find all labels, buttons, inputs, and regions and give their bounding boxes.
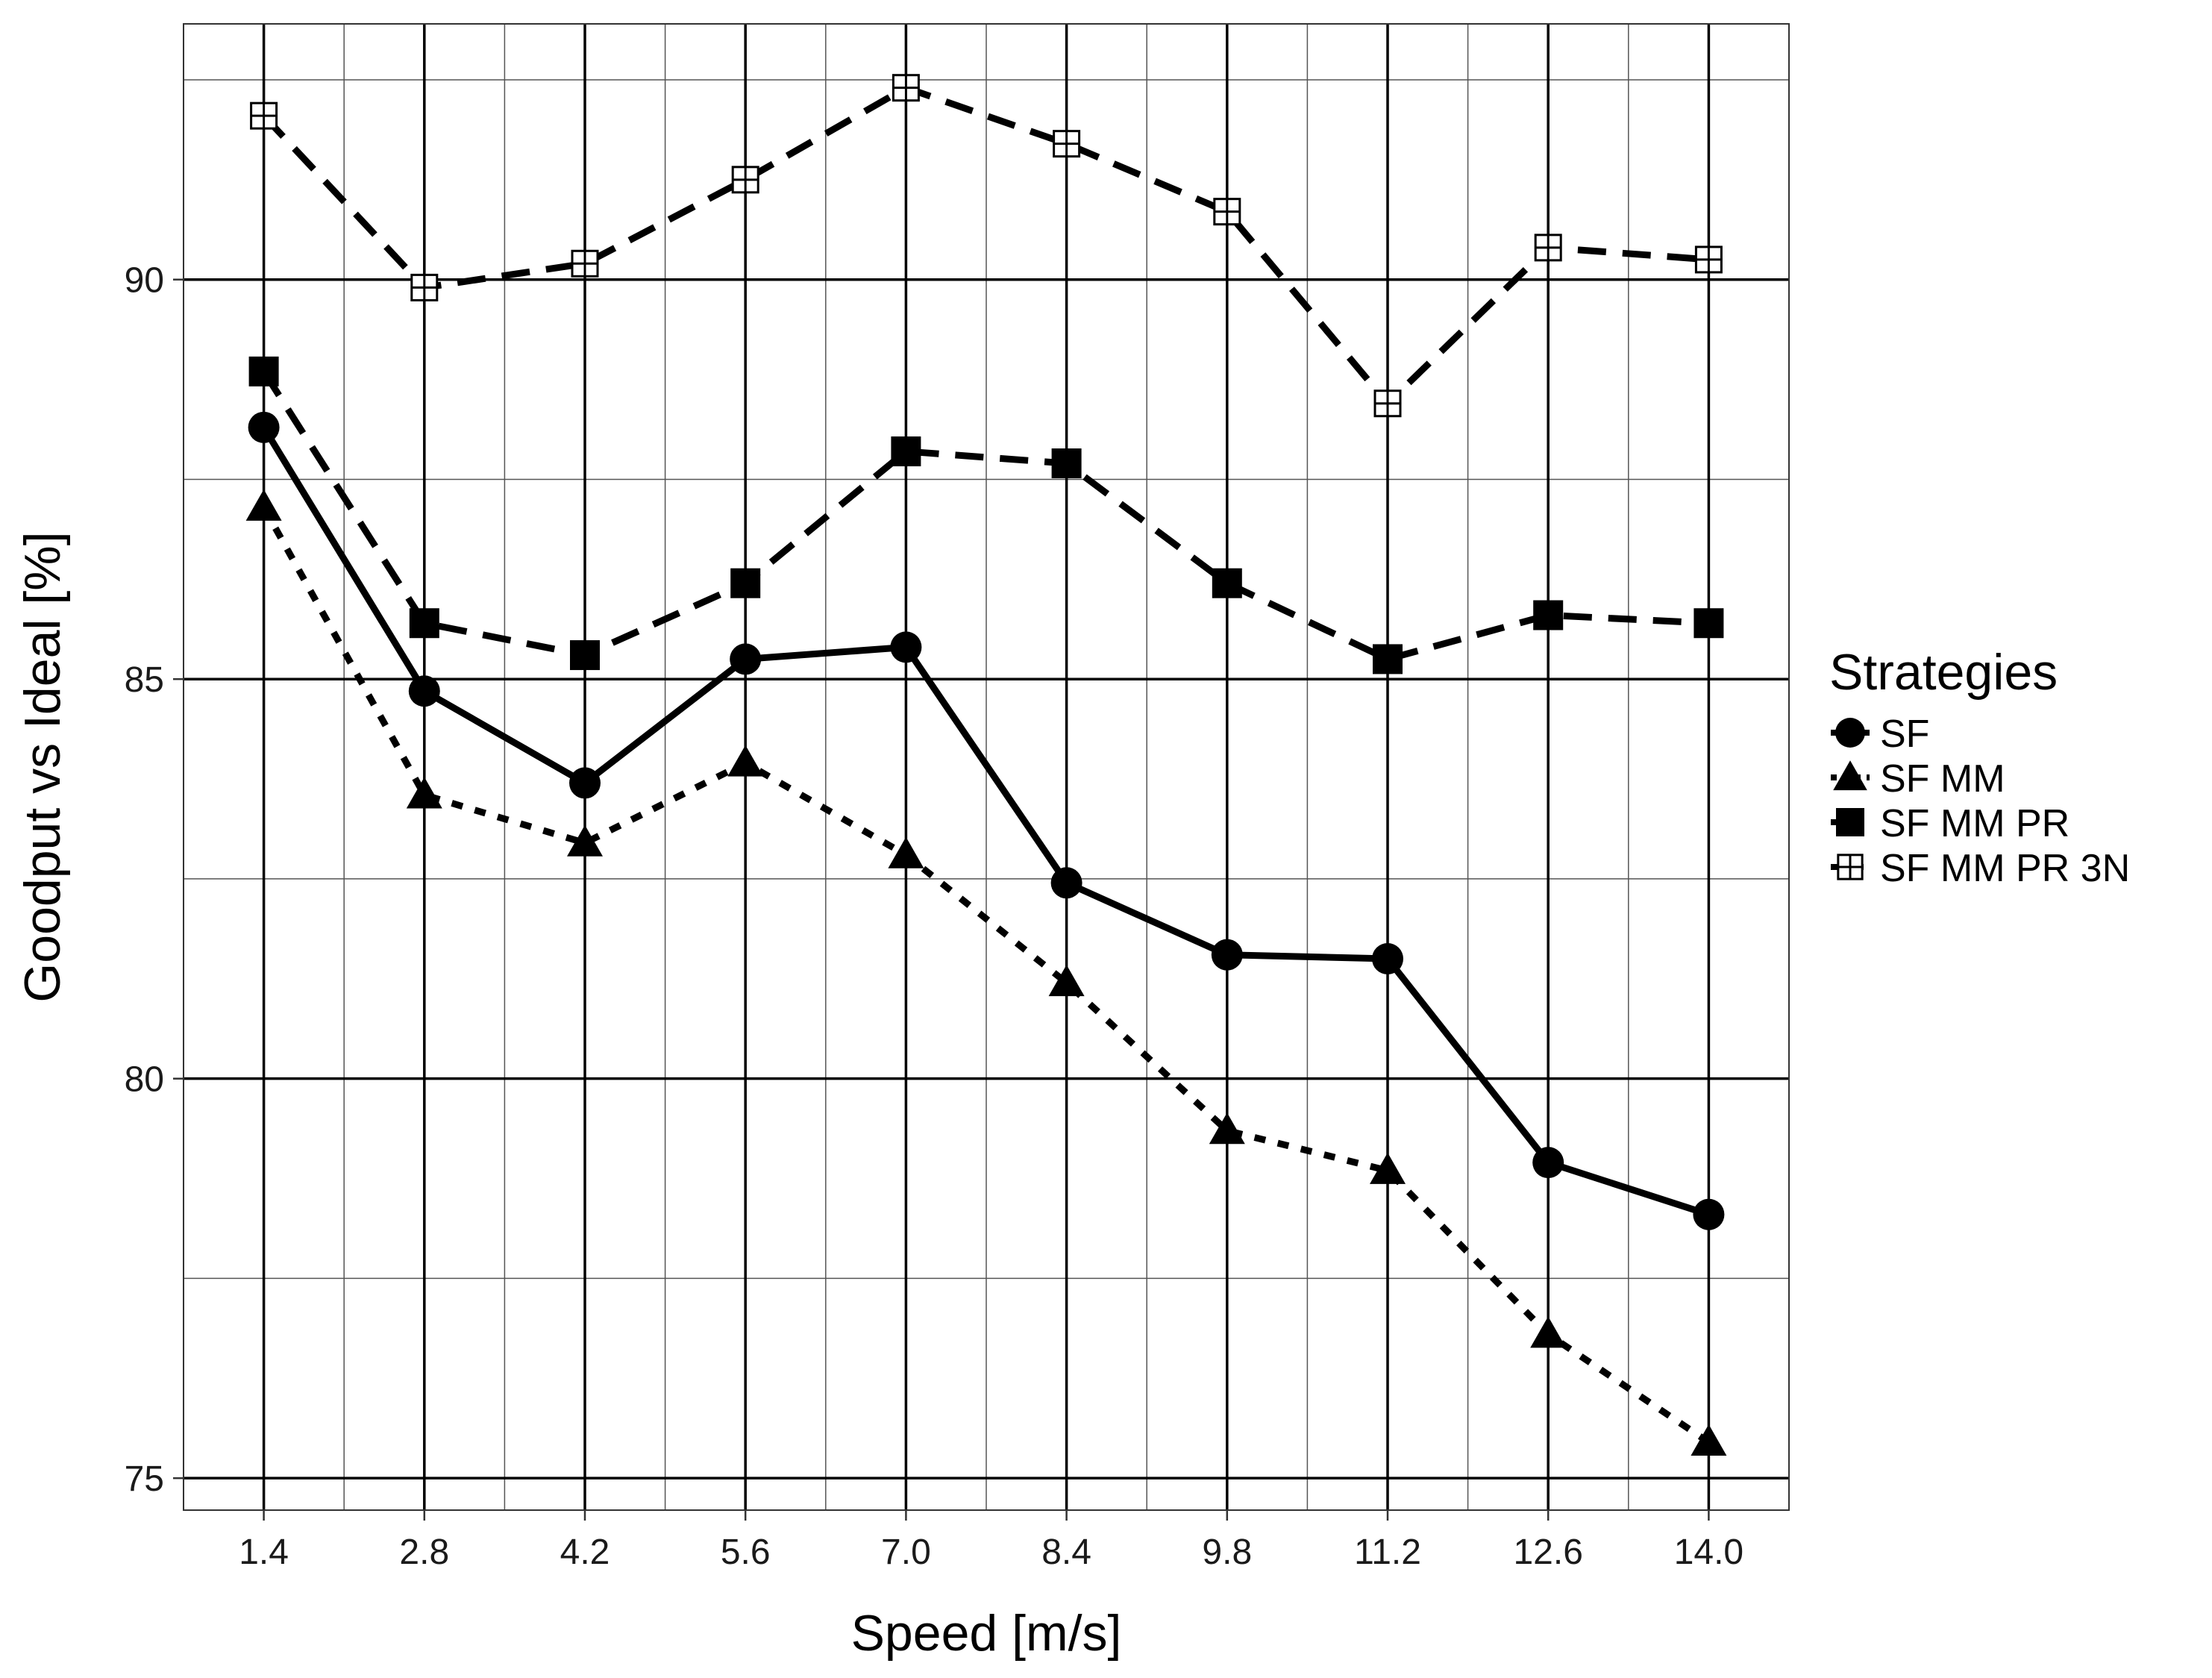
x-tick-label: 5.6 — [721, 1533, 771, 1572]
data-point-sf-mm — [567, 824, 603, 857]
x-tick-label: 2.8 — [399, 1533, 449, 1572]
data-point-sf-mm — [1048, 965, 1085, 997]
legend-label-sf-mm: SF MM — [1880, 757, 2005, 801]
series-lines — [260, 84, 1711, 1445]
y-tick-label: 75 — [125, 1459, 164, 1499]
minor-grid — [184, 24, 1789, 1510]
y-axis-title: Goodput vs Ideal [%] — [14, 531, 71, 1002]
legend-label-sf-mm-pr-3n: SF MM PR 3N — [1880, 847, 2130, 890]
data-point-sf-mm-pr — [1051, 448, 1082, 479]
data-point-sf-mm-pr-3n — [1053, 130, 1081, 158]
data-point-sf-mm-pr — [891, 436, 921, 466]
data-point-sf-mm-pr — [248, 356, 279, 386]
data-point-sf-mm-pr-3n — [250, 101, 278, 130]
y-axis-ticks: 75 80 85 90 — [125, 261, 184, 1499]
y-tick-label: 80 — [125, 1060, 164, 1100]
data-point-sf — [1372, 943, 1403, 975]
x-tick-label: 1.4 — [239, 1533, 289, 1572]
data-point-sf-mm-pr — [730, 568, 761, 598]
data-point-sf-mm-pr — [570, 640, 600, 671]
x-axis-title: Speed [m/s] — [851, 1605, 1122, 1662]
plot-border — [183, 23, 1790, 1511]
data-point-sf — [1211, 939, 1243, 971]
data-point-sf-mm-pr-3n — [1213, 198, 1241, 226]
series-points — [245, 74, 1727, 1456]
data-point-sf-mm — [1370, 1152, 1406, 1184]
data-point-sf — [408, 675, 440, 707]
data-point-sf-mm-pr-3n — [1534, 234, 1562, 262]
y-tick-label: 85 — [125, 660, 164, 700]
x-tick-label: 8.4 — [1041, 1533, 1091, 1572]
data-point-sf — [1050, 867, 1082, 899]
data-point-sf-mm-pr-3n — [410, 273, 439, 301]
data-point-sf — [1532, 1147, 1564, 1179]
y-tick-label: 90 — [125, 261, 164, 301]
x-tick-label: 11.2 — [1354, 1533, 1421, 1572]
data-point-sf-mm — [245, 489, 282, 521]
data-point-sf — [890, 631, 922, 663]
data-point-sf-mm-pr-3n — [571, 249, 599, 278]
x-tick-label: 14.0 — [1674, 1533, 1743, 1572]
x-tick-label: 9.8 — [1202, 1533, 1252, 1572]
x-axis-ticks: 1.4 2.8 4.2 5.6 7.0 8.4 9.8 11.2 12.6 14.0 — [239, 1510, 1743, 1572]
legend-label-sf: SF — [1880, 713, 1929, 756]
data-point-sf — [248, 411, 280, 443]
legend-key-marker-sf-mm-pr-3n — [1837, 854, 1864, 880]
data-point-sf-mm-pr-3n — [1373, 389, 1402, 418]
legend-key-marker-sf — [1835, 718, 1865, 748]
data-point-sf-mm-pr — [1533, 600, 1564, 630]
series-line-sf-mm-pr-3n — [261, 84, 1709, 407]
series-line-sf-mm — [260, 505, 1711, 1445]
data-point-sf-mm-pr — [1212, 568, 1242, 598]
data-point-sf-mm-pr-3n — [892, 74, 920, 102]
legend-title: Strategies — [1829, 644, 2058, 701]
series-line-sf-mm-pr — [260, 369, 1709, 663]
data-point-sf — [1693, 1198, 1725, 1230]
legend-key-marker-sf-mm — [1833, 760, 1867, 791]
data-point-sf-mm-pr — [409, 608, 439, 639]
data-point-sf-mm — [1209, 1112, 1245, 1145]
data-point-sf — [569, 767, 601, 799]
data-point-sf-mm — [727, 745, 764, 777]
data-point-sf-mm-pr-3n — [1694, 245, 1723, 274]
legend-label-sf-mm-pr: SF MM PR — [1880, 802, 2070, 845]
x-tick-label: 4.2 — [560, 1533, 610, 1572]
x-tick-label: 7.0 — [881, 1533, 931, 1572]
legend-key-marker-sf-mm-pr — [1836, 808, 1864, 836]
data-point-sf-mm — [1691, 1424, 1727, 1456]
data-point-sf-mm-pr — [1373, 644, 1403, 674]
series-line-sf — [260, 425, 1710, 1218]
data-point-sf-mm — [406, 777, 442, 809]
x-tick-label: 12.6 — [1513, 1533, 1582, 1572]
data-point-sf-mm — [888, 836, 924, 868]
data-point-sf-mm-pr-3n — [731, 166, 759, 194]
data-point-sf — [730, 643, 762, 675]
data-point-sf-mm — [1530, 1316, 1567, 1348]
data-point-sf-mm-pr — [1694, 608, 1724, 639]
